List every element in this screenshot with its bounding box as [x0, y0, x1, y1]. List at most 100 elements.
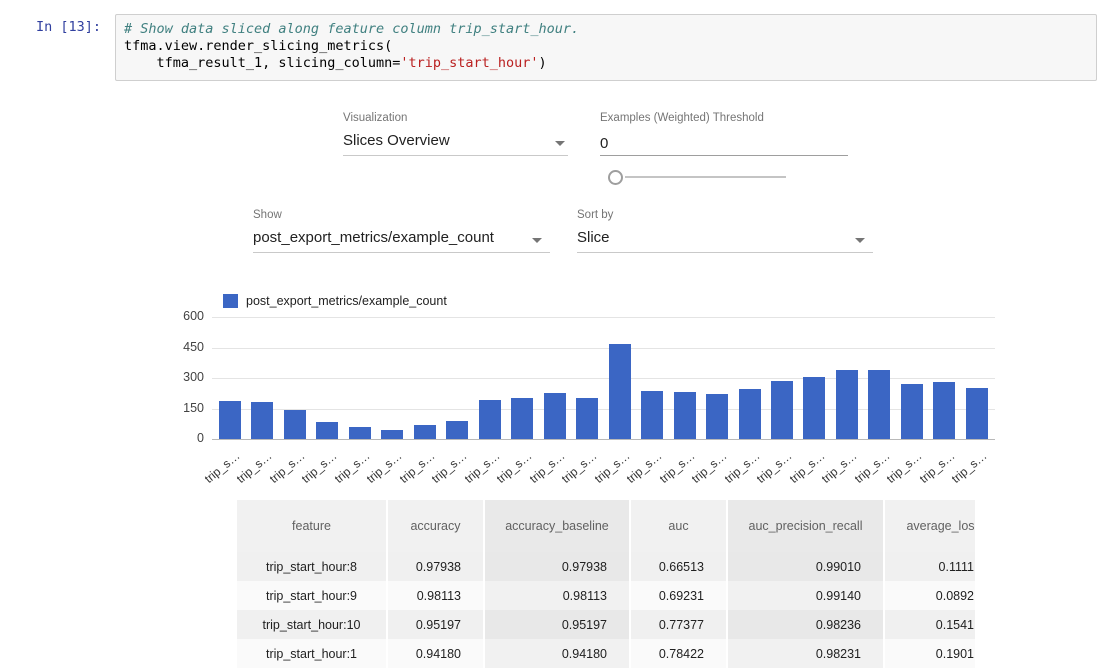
x-tick-label: trip_s…	[786, 449, 827, 486]
legend-swatch	[223, 294, 238, 308]
metrics-table-container: featureaccuracyaccuracy_baselineaucauc_p…	[237, 500, 975, 668]
gridline	[212, 439, 995, 440]
bar	[284, 410, 306, 439]
table-header-cell: auc_precision_recall	[727, 500, 884, 552]
bar	[576, 398, 598, 439]
y-tick-label: 150	[156, 401, 204, 415]
table-row: trip_start_hour:90.981130.981130.692310.…	[237, 581, 975, 610]
table-cell: 0.69231	[630, 581, 727, 610]
x-tick-label: trip_s…	[884, 449, 925, 486]
table-cell: 0.99010	[727, 552, 884, 581]
y-tick-label: 300	[156, 370, 204, 384]
table-cell: trip_start_hour:10	[237, 610, 387, 639]
table-cell: 0.94180	[484, 639, 630, 668]
bar	[316, 422, 338, 439]
x-axis-labels: trip_s…trip_s…trip_s…trip_s…trip_s…trip_…	[212, 444, 995, 484]
table-cell: trip_start_hour:8	[237, 552, 387, 581]
y-tick-label: 450	[156, 340, 204, 354]
x-tick-label: trip_s…	[721, 449, 762, 486]
show-select[interactable]: post_export_metrics/example_count	[253, 227, 550, 253]
visualization-label: Visualization	[343, 112, 407, 124]
bar	[381, 430, 403, 439]
threshold-input[interactable]	[600, 130, 848, 156]
table-cell: 0.98113	[484, 581, 630, 610]
show-label: Show	[253, 209, 282, 221]
table-cell: 0.78422	[630, 639, 727, 668]
table-header-cell: accuracy	[387, 500, 484, 552]
bar	[901, 384, 923, 439]
table-cell: 0.98113	[387, 581, 484, 610]
table-cell: 0.97938	[484, 552, 630, 581]
x-tick-label: trip_s…	[429, 449, 470, 486]
visualization-value: Slices Overview	[343, 132, 450, 149]
threshold-slider[interactable]	[608, 168, 786, 186]
x-tick-label: trip_s…	[267, 449, 308, 486]
x-tick-label: trip_s…	[949, 449, 990, 486]
x-tick-label: trip_s…	[689, 449, 730, 486]
bar	[414, 425, 436, 439]
table-body: trip_start_hour:80.979380.979380.665130.…	[237, 552, 975, 668]
bar	[739, 389, 761, 439]
table-cell: 0.99140	[727, 581, 884, 610]
x-tick-label: trip_s…	[819, 449, 860, 486]
table-cell: 0.1901	[884, 639, 975, 668]
table-header-cell: average_los	[884, 500, 975, 552]
x-tick-label: trip_s…	[559, 449, 600, 486]
code-line-3-close: )	[539, 55, 547, 71]
table-cell: trip_start_hour:9	[237, 581, 387, 610]
chart-bars	[212, 317, 995, 439]
table-header-cell: feature	[237, 500, 387, 552]
bar	[219, 401, 241, 439]
chevron-down-icon	[555, 141, 565, 146]
code-cell[interactable]: # Show data sliced along feature column …	[115, 14, 1097, 81]
x-tick-label: trip_s…	[494, 449, 535, 486]
bar	[609, 344, 631, 439]
bar	[836, 370, 858, 439]
x-tick-label: trip_s…	[916, 449, 957, 486]
x-tick-label: trip_s…	[657, 449, 698, 486]
table-cell: 0.95197	[387, 610, 484, 639]
slider-track	[625, 176, 786, 178]
code-line-3: tfma_result_1, slicing_column=	[124, 55, 400, 71]
bar	[479, 400, 501, 439]
sort-by-label: Sort by	[577, 209, 613, 221]
table-cell: 0.97938	[387, 552, 484, 581]
threshold-label: Examples (Weighted) Threshold	[600, 112, 764, 124]
code-comment: # Show data sliced along feature column …	[124, 21, 579, 37]
x-tick-label: trip_s…	[234, 449, 275, 486]
x-tick-label: trip_s…	[851, 449, 892, 486]
table-cell: 0.0892	[884, 581, 975, 610]
table-cell: 0.98231	[727, 639, 884, 668]
x-tick-label: trip_s…	[364, 449, 405, 486]
slider-knob[interactable]	[608, 170, 623, 185]
bar	[933, 382, 955, 439]
bar	[511, 398, 533, 439]
table-header-cell: accuracy_baseline	[484, 500, 630, 552]
bar	[771, 381, 793, 439]
x-tick-label: trip_s…	[202, 449, 243, 486]
cell-prompt: In [13]:	[36, 19, 101, 35]
show-value: post_export_metrics/example_count	[253, 229, 494, 246]
x-tick-label: trip_s…	[462, 449, 503, 486]
bar	[868, 370, 890, 439]
bar	[674, 392, 696, 439]
table-row: trip_start_hour:10.941800.941800.784220.…	[237, 639, 975, 668]
x-tick-label: trip_s…	[624, 449, 665, 486]
bar	[544, 393, 566, 439]
x-tick-label: trip_s…	[397, 449, 438, 486]
code-line-2: tfma.view.render_slicing_metrics(	[124, 38, 392, 54]
table-row: trip_start_hour:80.979380.979380.665130.…	[237, 552, 975, 581]
y-tick-label: 0	[156, 431, 204, 445]
chevron-down-icon	[532, 238, 542, 243]
bar	[706, 394, 728, 439]
y-axis: 0150300450600	[156, 317, 204, 453]
legend-label: post_export_metrics/example_count	[246, 294, 447, 308]
table-cell: 0.1111	[884, 552, 975, 581]
y-tick-label: 600	[156, 309, 204, 323]
table-cell: trip_start_hour:1	[237, 639, 387, 668]
bar	[349, 427, 371, 439]
sort-by-select[interactable]: Slice	[577, 227, 873, 253]
table-cell: 0.94180	[387, 639, 484, 668]
visualization-select[interactable]: Slices Overview	[343, 130, 568, 156]
bar-chart	[212, 317, 995, 439]
